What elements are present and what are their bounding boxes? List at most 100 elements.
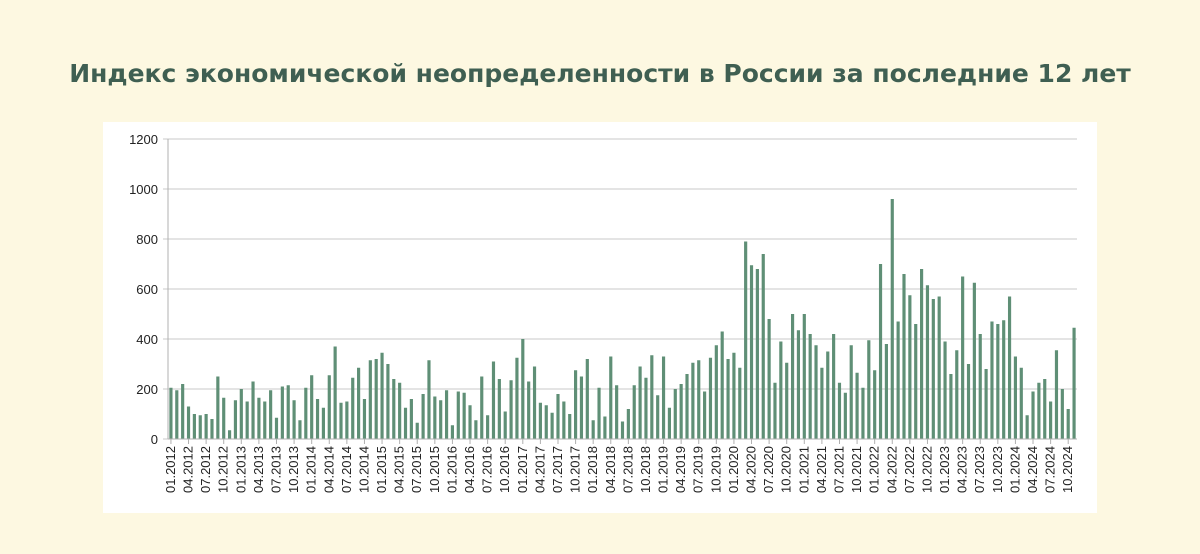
x-tick-label: 04.2013 xyxy=(251,446,266,493)
bar xyxy=(304,387,308,439)
bar xyxy=(216,376,220,439)
bar xyxy=(755,269,759,439)
bar xyxy=(996,324,1000,439)
bar xyxy=(773,382,777,439)
bar xyxy=(175,390,179,439)
bar xyxy=(597,387,601,439)
x-tick-label: 10.2016 xyxy=(497,446,512,493)
bar xyxy=(1060,389,1064,439)
bar xyxy=(269,390,273,439)
bar xyxy=(615,385,619,439)
bar xyxy=(462,392,466,439)
bar xyxy=(357,367,361,439)
bar xyxy=(450,425,455,439)
x-tick-label: 10.2013 xyxy=(286,446,301,493)
bar xyxy=(562,401,566,439)
bar xyxy=(210,419,214,439)
bar xyxy=(298,420,302,439)
bar xyxy=(204,414,208,439)
x-tick-label: 01.2023 xyxy=(937,446,952,493)
bar xyxy=(403,407,408,439)
bar xyxy=(497,379,501,439)
bar xyxy=(832,334,836,439)
x-tick-label: 01.2019 xyxy=(656,446,671,493)
bar xyxy=(368,360,372,439)
bar xyxy=(415,422,419,439)
x-tick-label: 04.2023 xyxy=(955,446,970,493)
bar xyxy=(656,395,660,439)
y-tick-label: 1000 xyxy=(129,182,158,197)
bar xyxy=(732,352,736,439)
bar xyxy=(362,399,367,439)
x-tick-label: 01.2013 xyxy=(233,446,248,493)
x-tick-label: 04.2017 xyxy=(532,446,547,493)
x-tick-label: 07.2017 xyxy=(550,446,565,493)
chart-title: Индекс экономической неопределенности в … xyxy=(69,59,1131,88)
bar xyxy=(503,411,507,439)
bar xyxy=(661,356,666,439)
bar xyxy=(532,366,537,439)
bar xyxy=(310,375,314,439)
bar xyxy=(1019,367,1023,439)
x-tick-label: 10.2017 xyxy=(568,446,583,493)
bar xyxy=(1037,382,1041,439)
bar xyxy=(192,414,196,439)
bar xyxy=(802,314,806,439)
bar xyxy=(286,385,290,439)
bar xyxy=(480,376,484,439)
bar xyxy=(257,397,261,439)
bar xyxy=(626,409,630,439)
bar xyxy=(673,389,677,439)
bar xyxy=(456,391,460,439)
x-tick-label: 04.2018 xyxy=(603,446,618,493)
x-tick-label: 10.2023 xyxy=(990,446,1005,493)
bar xyxy=(855,372,859,439)
bar xyxy=(474,420,478,439)
y-tick-label: 400 xyxy=(136,332,158,347)
bar xyxy=(902,274,906,439)
bar xyxy=(1049,401,1053,439)
bar xyxy=(1002,320,1006,439)
bar xyxy=(990,321,994,439)
bar xyxy=(861,387,865,439)
bar xyxy=(1066,409,1070,439)
x-tick-label: 01.2017 xyxy=(515,446,530,493)
bar xyxy=(761,254,765,439)
x-tick-label: 07.2023 xyxy=(972,446,987,493)
bar xyxy=(1043,379,1047,439)
bar xyxy=(744,241,748,439)
bar xyxy=(550,412,554,439)
bar xyxy=(321,407,325,439)
x-tick-label: 04.2024 xyxy=(1025,446,1040,493)
x-tick-label: 10.2012 xyxy=(216,446,231,493)
bar xyxy=(1013,356,1018,439)
bar xyxy=(327,375,331,439)
bar xyxy=(245,401,249,439)
x-tick-label: 07.2018 xyxy=(620,446,635,493)
bar xyxy=(351,377,355,439)
x-tick-label: 04.2021 xyxy=(814,446,829,493)
bar xyxy=(820,367,824,439)
bar xyxy=(644,377,648,439)
bar xyxy=(790,314,795,439)
bar xyxy=(697,360,701,439)
bar xyxy=(591,420,595,439)
x-tick-label: 04.2022 xyxy=(884,446,899,493)
x-tick-label: 10.2022 xyxy=(919,446,934,493)
bar xyxy=(515,357,519,439)
bar xyxy=(890,199,894,439)
x-tick-label: 10.2024 xyxy=(1060,446,1075,493)
bar xyxy=(280,386,284,439)
bar xyxy=(843,392,847,439)
bar xyxy=(650,355,654,439)
y-tick-label: 0 xyxy=(151,432,158,447)
bar xyxy=(579,376,584,439)
bar xyxy=(884,344,888,439)
y-tick-label: 800 xyxy=(136,232,158,247)
x-tick-label: 01.2016 xyxy=(444,446,459,493)
bar xyxy=(814,345,818,439)
bar xyxy=(233,400,238,439)
bar xyxy=(398,382,402,439)
bar xyxy=(961,276,965,439)
x-tick-label: 04.2020 xyxy=(744,446,759,493)
